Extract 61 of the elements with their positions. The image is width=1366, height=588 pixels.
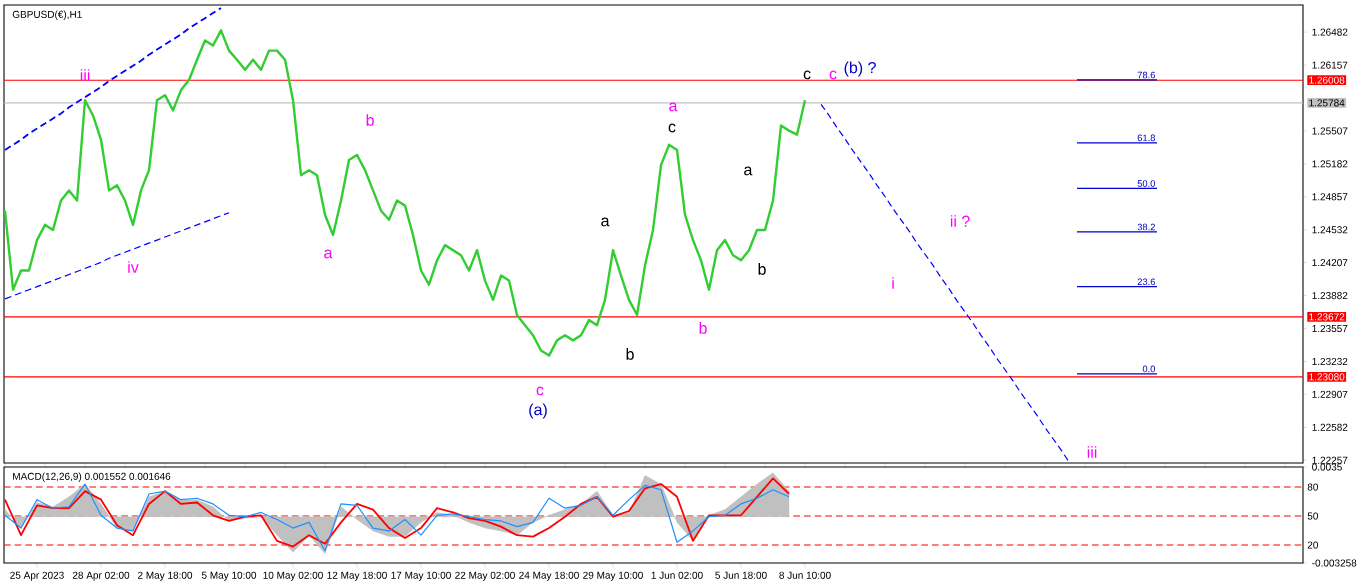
y-tick-label: 1.24857 bbox=[1312, 193, 1348, 201]
y-tick-label: 1.26157 bbox=[1312, 61, 1348, 69]
annotation: b bbox=[626, 348, 634, 360]
x-tick-label: 12 May 18:00 bbox=[327, 571, 387, 581]
x-tick-label: 17 May 10:00 bbox=[391, 571, 451, 581]
series-label: 50.0 bbox=[1137, 180, 1156, 187]
x-tick-label: 24 May 18:00 bbox=[519, 571, 579, 581]
ref-line-label: 80 bbox=[1307, 483, 1318, 491]
annotation: c bbox=[668, 123, 676, 133]
series-label: 61.8 bbox=[1137, 134, 1155, 142]
x-tick-label: 10 May 02:00 bbox=[263, 571, 323, 581]
annotation: iii bbox=[80, 69, 90, 81]
ref-line-label: 1.26008 bbox=[1309, 76, 1345, 84]
annotation: iv bbox=[128, 261, 139, 273]
y-tick-label: 1.25507 bbox=[1312, 127, 1348, 135]
ref-line-label: 1.25784 bbox=[1309, 99, 1345, 107]
x-tick-label: 28 Apr 02:00 bbox=[72, 571, 130, 581]
series-label: 78.6 bbox=[1137, 71, 1155, 79]
annotation: (b) ? bbox=[844, 61, 876, 77]
annotation: iii bbox=[1087, 446, 1097, 458]
annotation: a bbox=[324, 249, 333, 259]
annotation: b bbox=[366, 114, 374, 126]
y-tick-label: 1.22582 bbox=[1312, 423, 1348, 431]
ref-line-label: 20 bbox=[1307, 541, 1318, 549]
annotation: b bbox=[699, 322, 707, 334]
x-tick-label: 1 Jun 02:00 bbox=[651, 571, 703, 579]
annotation: b bbox=[758, 263, 766, 275]
y-tick-label: 1.22907 bbox=[1312, 390, 1348, 398]
y-tick-label: 1.24207 bbox=[1312, 259, 1348, 267]
x-tick-label: 8 Jun 10:00 bbox=[779, 571, 831, 579]
annotation: c bbox=[536, 386, 544, 396]
annotation: c bbox=[803, 70, 811, 80]
y-tick-label: 1.25182 bbox=[1312, 160, 1348, 168]
annotation: ii ? bbox=[950, 215, 970, 227]
series-label: 38.2 bbox=[1137, 223, 1155, 231]
y-tick-label: 1.24532 bbox=[1312, 226, 1348, 234]
x-tick-label: 2 May 18:00 bbox=[138, 571, 193, 581]
annotation: a bbox=[669, 102, 678, 112]
annotation: i bbox=[892, 277, 894, 289]
annotation: c bbox=[829, 70, 837, 80]
x-tick-label: 22 May 02:00 bbox=[455, 571, 515, 581]
series-label: 23.6 bbox=[1137, 278, 1155, 286]
y-tick-label: 1.23232 bbox=[1312, 357, 1348, 365]
ref-line-label: 1.23080 bbox=[1309, 373, 1345, 381]
ref-line-label: 50 bbox=[1307, 512, 1318, 520]
x-tick-label: 25 Apr 2023 bbox=[10, 571, 64, 581]
y-tick-label: 1.26482 bbox=[1312, 28, 1348, 36]
annotation: (a) bbox=[529, 403, 547, 419]
x-tick-label: 29 May 10:00 bbox=[583, 571, 643, 581]
y-tick-label: 1.23557 bbox=[1312, 324, 1348, 333]
y-tick-label: -0.003258 bbox=[1312, 559, 1357, 567]
y-tick-label: 1.23882 bbox=[1312, 292, 1348, 300]
x-tick-label: 5 May 10:00 bbox=[201, 571, 257, 581]
y-tick-label: 0.0035 bbox=[1312, 463, 1342, 471]
series-label: 0.0 bbox=[1142, 365, 1156, 373]
annotation: a bbox=[744, 166, 753, 176]
text: GBPUSD(€),H1 bbox=[12, 10, 82, 20]
x-tick-label: 5 Jun 18:00 bbox=[715, 571, 767, 579]
ref-line-label: 1.23672 bbox=[1309, 313, 1345, 321]
y-tick-label: 1.22257 bbox=[1312, 456, 1348, 464]
annotation: a bbox=[601, 217, 610, 227]
